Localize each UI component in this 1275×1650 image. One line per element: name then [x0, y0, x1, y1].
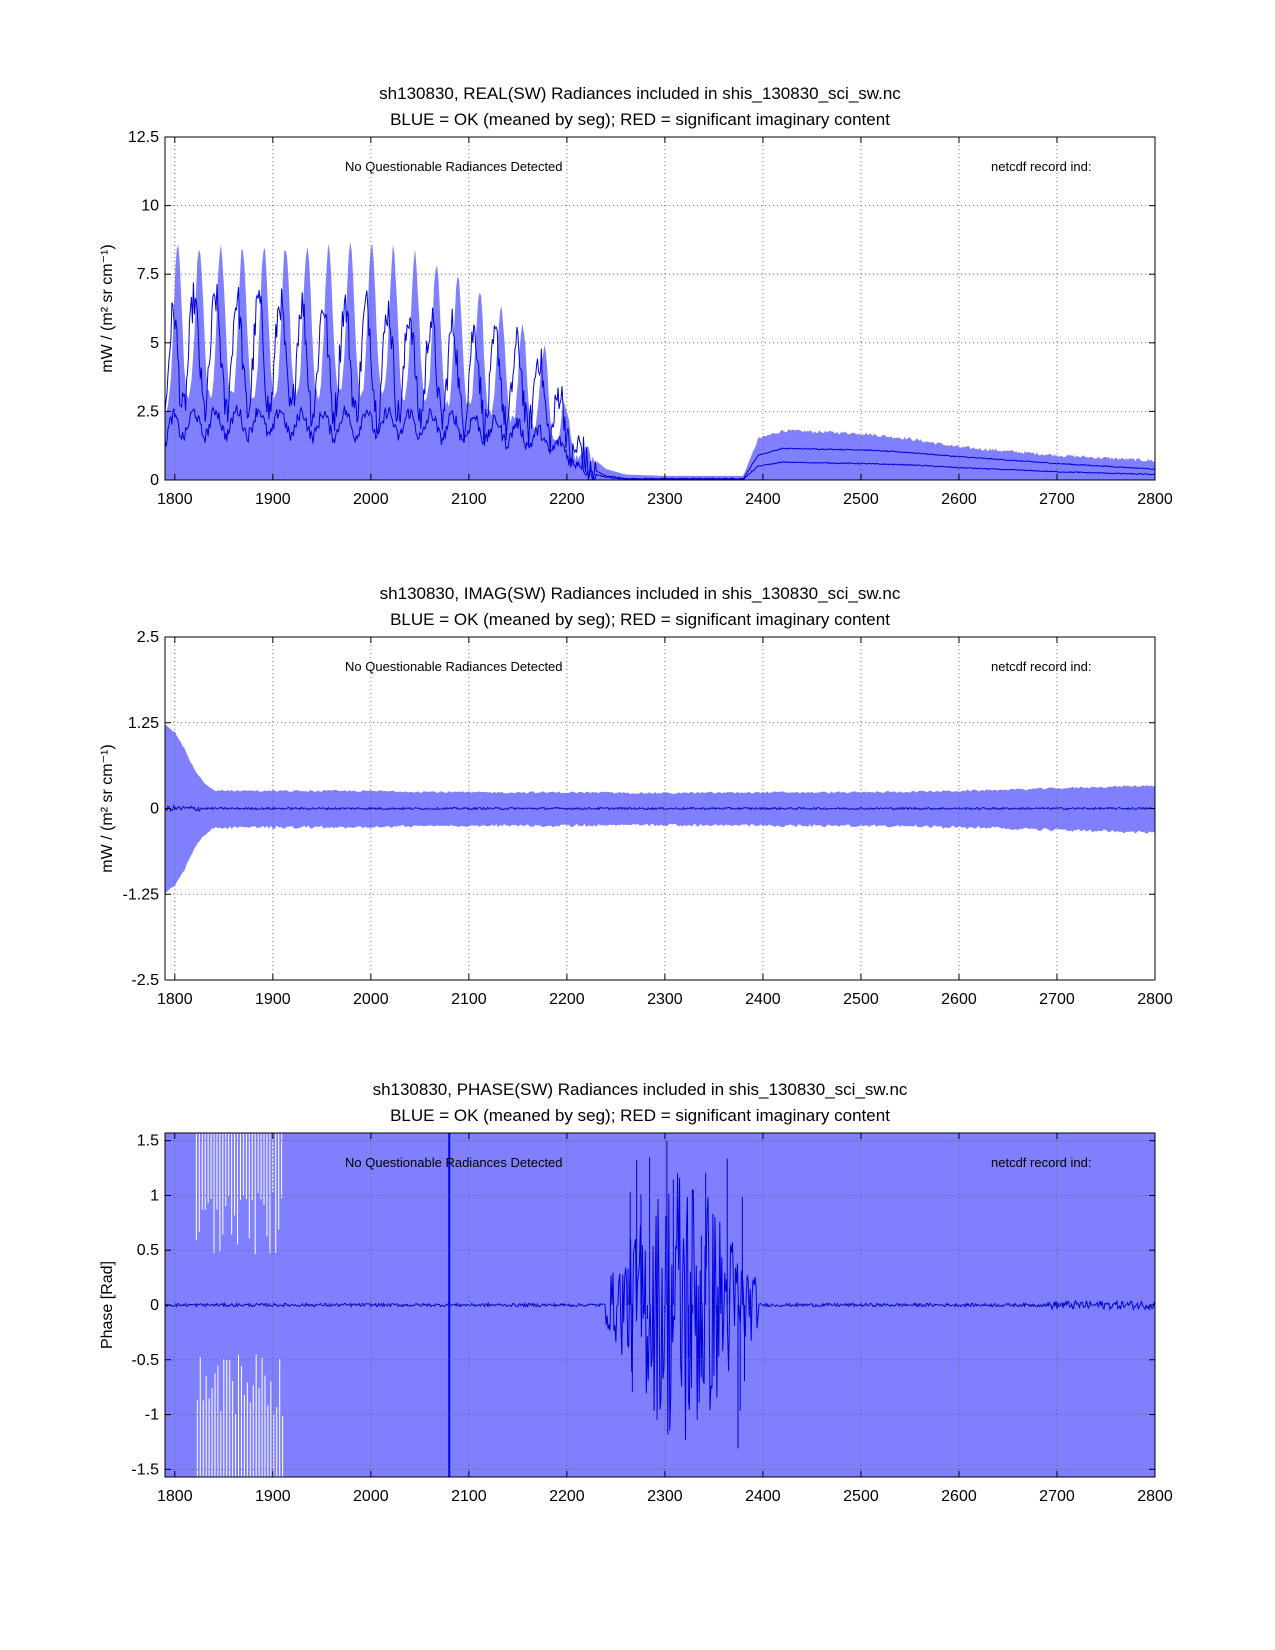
y-tick-label: -2.5 [131, 972, 159, 989]
chart-title-line2: BLUE = OK (meaned by seg); RED = signifi… [390, 1106, 890, 1125]
chart-2: sh130830, IMAG(SW) Radiances included in… [99, 584, 1173, 1008]
x-tick-label: 2700 [1039, 1488, 1075, 1505]
x-tick-label: 2300 [647, 491, 683, 508]
y-tick-label: 0.5 [137, 1242, 159, 1259]
y-tick-label: -0.5 [131, 1352, 159, 1369]
y-axis-label: Phase [Rad] [99, 1261, 116, 1349]
chart-title-line1: sh130830, PHASE(SW) Radiances included i… [373, 1080, 908, 1099]
y-tick-label: 5 [150, 335, 159, 352]
chart-1: sh130830, REAL(SW) Radiances included in… [99, 84, 1173, 508]
x-tick-label: 1900 [255, 991, 291, 1008]
x-tick-label: 2300 [647, 1488, 683, 1505]
x-tick-label: 2000 [353, 1488, 389, 1505]
plot-area [165, 242, 1155, 480]
x-tick-label: 2200 [549, 991, 585, 1008]
y-tick-label: -1 [145, 1407, 159, 1424]
y-tick-label: 12.5 [128, 129, 159, 146]
x-tick-label: 2500 [843, 491, 879, 508]
series-envelope [165, 242, 1155, 480]
y-tick-label: 0 [150, 801, 159, 818]
annotation-right: netcdf record ind: [991, 659, 1091, 674]
y-tick-label: -1.25 [123, 886, 160, 903]
y-axis-label: mW / (m² sr cm⁻¹) [99, 744, 116, 872]
y-tick-label: 1.5 [137, 1133, 159, 1150]
annotation-left: No Questionable Radiances Detected [345, 659, 563, 674]
annotation-left: No Questionable Radiances Detected [345, 1155, 563, 1170]
y-tick-label: 10 [141, 198, 159, 215]
chart-3: sh130830, PHASE(SW) Radiances included i… [99, 1080, 1173, 1505]
x-tick-label: 2300 [647, 991, 683, 1008]
x-tick-label: 2400 [745, 491, 781, 508]
x-tick-label: 1800 [157, 491, 193, 508]
series-mean [165, 1173, 1155, 1441]
x-tick-label: 2400 [745, 1488, 781, 1505]
chart-title-line1: sh130830, IMAG(SW) Radiances included in… [380, 584, 901, 603]
x-tick-label: 2200 [549, 1488, 585, 1505]
x-tick-label: 2800 [1137, 1488, 1173, 1505]
y-tick-label: 0 [150, 472, 159, 489]
annotation-left: No Questionable Radiances Detected [345, 159, 563, 174]
x-tick-label: 1900 [255, 1488, 291, 1505]
x-tick-label: 2100 [451, 491, 487, 508]
y-tick-label: -1.5 [131, 1461, 159, 1478]
x-tick-label: 1900 [255, 491, 291, 508]
x-tick-label: 2800 [1137, 491, 1173, 508]
y-tick-label: 7.5 [137, 266, 159, 283]
x-tick-label: 2500 [843, 991, 879, 1008]
x-tick-label: 2000 [353, 991, 389, 1008]
x-tick-label: 2100 [451, 991, 487, 1008]
x-tick-label: 2600 [941, 1488, 977, 1505]
x-tick-label: 2800 [1137, 991, 1173, 1008]
x-tick-label: 2400 [745, 991, 781, 1008]
x-tick-label: 2700 [1039, 991, 1075, 1008]
y-tick-label: 1 [150, 1187, 159, 1204]
x-tick-label: 1800 [157, 1488, 193, 1505]
x-tick-label: 2200 [549, 491, 585, 508]
series-envelope [165, 724, 1155, 895]
y-tick-label: 2.5 [137, 629, 159, 646]
y-tick-label: 1.25 [128, 715, 159, 732]
chart-title-line1: sh130830, REAL(SW) Radiances included in… [379, 84, 901, 103]
x-tick-label: 2700 [1039, 491, 1075, 508]
annotation-right: netcdf record ind: [991, 1155, 1091, 1170]
annotation-right: netcdf record ind: [991, 159, 1091, 174]
chart-title-line2: BLUE = OK (meaned by seg); RED = signifi… [390, 110, 890, 129]
grid [165, 1133, 1156, 1477]
series-mean-lower [165, 404, 1155, 480]
series-mean [165, 803, 1155, 813]
x-tick-label: 2600 [941, 991, 977, 1008]
y-axis-label: mW / (m² sr cm⁻¹) [99, 244, 116, 372]
x-tick-label: 2000 [353, 491, 389, 508]
y-tick-label: 0 [150, 1297, 159, 1314]
x-tick-label: 1800 [157, 991, 193, 1008]
chart-title-line2: BLUE = OK (meaned by seg); RED = signifi… [390, 610, 890, 629]
x-tick-label: 2500 [843, 1488, 879, 1505]
plot-area [165, 724, 1155, 895]
y-tick-label: 2.5 [137, 403, 159, 420]
axes-frame [164, 136, 1156, 481]
x-tick-label: 2600 [941, 491, 977, 508]
x-tick-label: 2100 [451, 1488, 487, 1505]
